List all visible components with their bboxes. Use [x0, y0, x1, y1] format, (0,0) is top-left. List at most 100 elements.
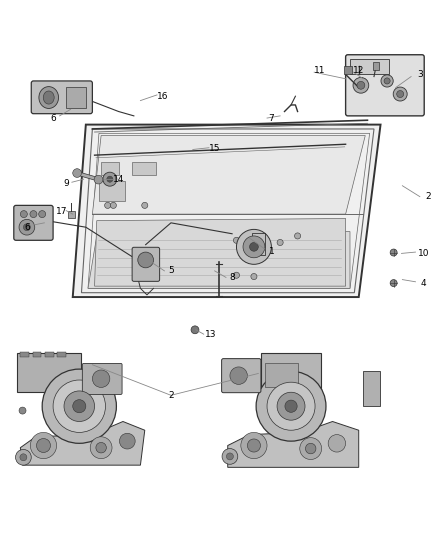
Text: 2: 2: [426, 192, 431, 201]
Circle shape: [96, 442, 106, 453]
Circle shape: [300, 438, 321, 459]
Circle shape: [107, 176, 113, 182]
FancyBboxPatch shape: [132, 247, 159, 281]
Circle shape: [222, 449, 238, 464]
Text: 7: 7: [268, 114, 274, 123]
Circle shape: [256, 372, 326, 441]
Circle shape: [138, 252, 153, 268]
Bar: [20, 352, 29, 357]
Bar: [68, 211, 75, 217]
Circle shape: [64, 391, 95, 422]
Bar: [252, 233, 265, 255]
Polygon shape: [20, 422, 145, 465]
Text: 2: 2: [168, 391, 174, 400]
Circle shape: [19, 407, 26, 414]
Circle shape: [277, 239, 283, 246]
Circle shape: [390, 249, 397, 256]
Bar: [363, 372, 380, 406]
Circle shape: [237, 229, 272, 264]
Text: 12: 12: [353, 66, 364, 75]
Circle shape: [230, 367, 247, 384]
Circle shape: [110, 203, 117, 208]
FancyBboxPatch shape: [14, 205, 53, 240]
Text: 9: 9: [64, 179, 69, 188]
Circle shape: [381, 75, 393, 87]
Bar: [45, 352, 53, 357]
Polygon shape: [88, 231, 350, 288]
Circle shape: [39, 211, 46, 217]
Bar: [373, 62, 379, 70]
Circle shape: [20, 454, 27, 461]
Text: 3: 3: [417, 70, 423, 79]
Circle shape: [120, 433, 135, 449]
Circle shape: [247, 439, 261, 452]
Circle shape: [30, 211, 37, 217]
Bar: [57, 352, 66, 357]
Polygon shape: [228, 422, 359, 467]
Bar: [99, 181, 125, 201]
Circle shape: [390, 280, 397, 287]
Circle shape: [251, 273, 257, 280]
Text: 6: 6: [24, 223, 30, 232]
Text: 1: 1: [268, 247, 274, 256]
Text: 17: 17: [56, 207, 67, 216]
Circle shape: [305, 443, 316, 454]
FancyBboxPatch shape: [261, 352, 321, 390]
Circle shape: [393, 87, 407, 101]
Circle shape: [105, 203, 111, 208]
Circle shape: [233, 237, 240, 244]
Circle shape: [94, 175, 103, 184]
Ellipse shape: [39, 87, 59, 108]
Circle shape: [191, 326, 199, 334]
Circle shape: [397, 91, 404, 98]
Circle shape: [42, 369, 117, 443]
Circle shape: [36, 439, 50, 453]
Circle shape: [19, 220, 35, 235]
Bar: [265, 362, 297, 386]
Bar: [101, 161, 119, 175]
Text: 4: 4: [420, 279, 426, 288]
FancyBboxPatch shape: [222, 359, 261, 393]
Circle shape: [226, 453, 233, 460]
Circle shape: [384, 78, 390, 84]
Circle shape: [285, 400, 297, 413]
Bar: [32, 352, 41, 357]
Bar: [350, 59, 389, 75]
Text: 5: 5: [168, 266, 174, 276]
Bar: [66, 87, 86, 108]
Circle shape: [23, 224, 30, 231]
Circle shape: [53, 380, 106, 432]
Text: 6: 6: [50, 114, 56, 123]
Text: 10: 10: [417, 249, 429, 258]
Circle shape: [243, 236, 265, 258]
Circle shape: [30, 432, 57, 458]
Circle shape: [353, 77, 369, 93]
Circle shape: [328, 434, 346, 452]
FancyBboxPatch shape: [82, 364, 122, 394]
Circle shape: [294, 233, 300, 239]
Text: 8: 8: [229, 273, 235, 282]
Circle shape: [142, 203, 148, 208]
FancyBboxPatch shape: [31, 81, 92, 114]
Bar: [132, 161, 155, 175]
Text: 11: 11: [314, 66, 325, 75]
Circle shape: [260, 239, 266, 246]
Bar: [344, 66, 352, 75]
Circle shape: [277, 392, 305, 420]
FancyBboxPatch shape: [17, 352, 81, 392]
Circle shape: [20, 211, 27, 217]
Polygon shape: [95, 219, 346, 286]
Circle shape: [73, 400, 86, 413]
Text: 16: 16: [156, 92, 168, 101]
Polygon shape: [73, 125, 381, 297]
Circle shape: [241, 432, 267, 458]
Circle shape: [103, 172, 117, 186]
Polygon shape: [76, 171, 99, 181]
Circle shape: [15, 449, 31, 465]
Circle shape: [92, 370, 110, 387]
Text: 15: 15: [209, 144, 220, 153]
Circle shape: [233, 272, 240, 278]
Ellipse shape: [43, 91, 54, 104]
FancyBboxPatch shape: [346, 55, 424, 116]
Circle shape: [90, 437, 112, 458]
